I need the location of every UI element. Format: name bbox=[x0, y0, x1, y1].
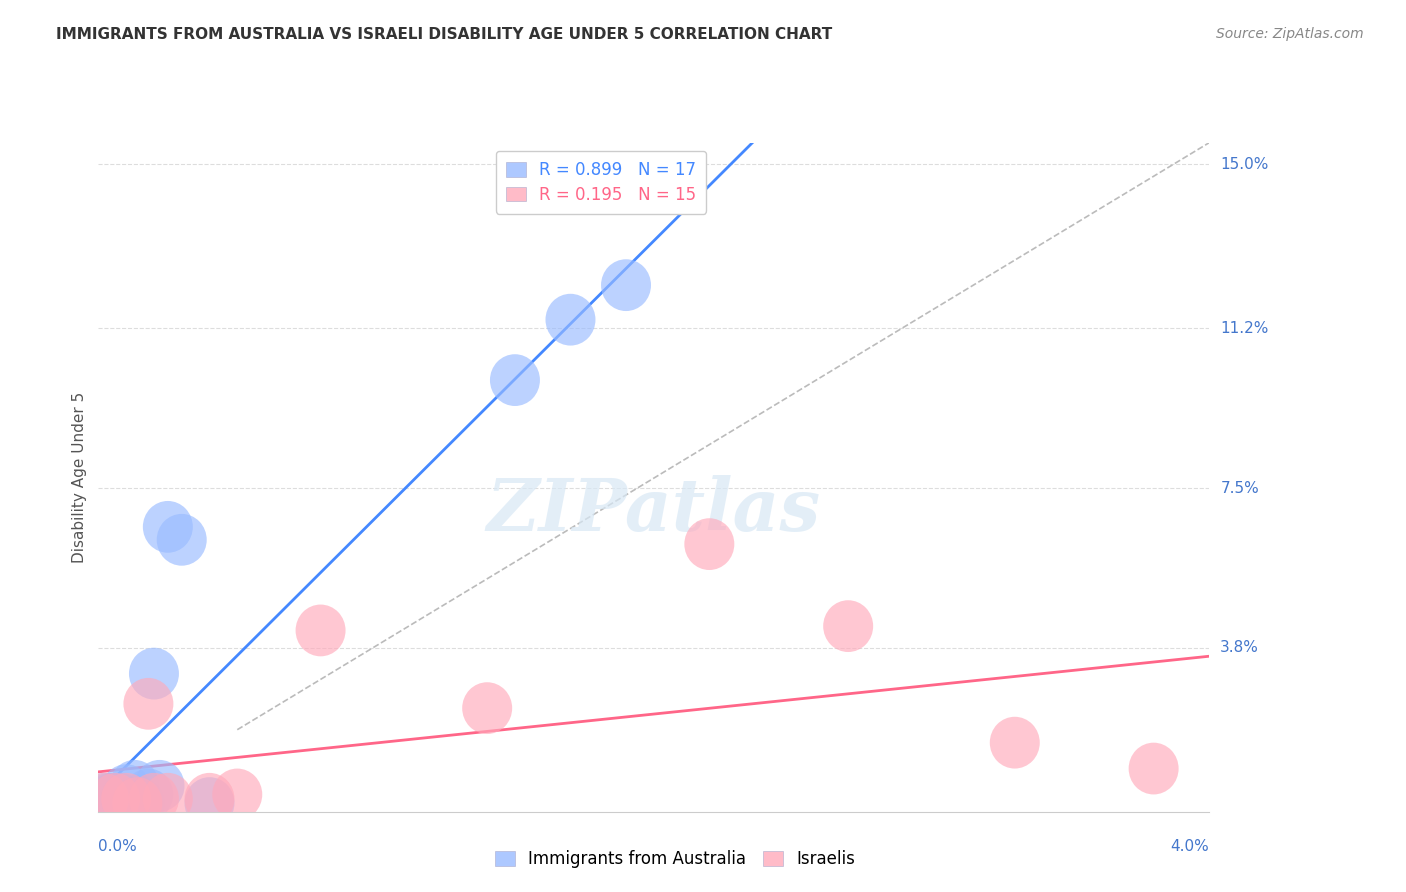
Ellipse shape bbox=[212, 769, 263, 821]
Y-axis label: Disability Age Under 5: Disability Age Under 5 bbox=[72, 392, 87, 563]
Legend: Immigrants from Australia, Israelis: Immigrants from Australia, Israelis bbox=[488, 844, 862, 875]
Ellipse shape bbox=[90, 772, 141, 825]
Ellipse shape bbox=[143, 501, 193, 553]
Ellipse shape bbox=[463, 682, 512, 734]
Ellipse shape bbox=[489, 354, 540, 406]
Ellipse shape bbox=[90, 772, 141, 825]
Text: IMMIGRANTS FROM AUSTRALIA VS ISRAELI DISABILITY AGE UNDER 5 CORRELATION CHART: IMMIGRANTS FROM AUSTRALIA VS ISRAELI DIS… bbox=[56, 27, 832, 42]
Ellipse shape bbox=[101, 764, 152, 816]
Ellipse shape bbox=[295, 605, 346, 657]
Ellipse shape bbox=[823, 600, 873, 652]
Ellipse shape bbox=[990, 717, 1040, 769]
Text: Source: ZipAtlas.com: Source: ZipAtlas.com bbox=[1216, 27, 1364, 41]
Ellipse shape bbox=[87, 772, 138, 825]
Ellipse shape bbox=[129, 772, 179, 825]
Ellipse shape bbox=[124, 678, 173, 730]
Ellipse shape bbox=[143, 772, 193, 825]
Text: 3.8%: 3.8% bbox=[1220, 640, 1260, 656]
Ellipse shape bbox=[156, 514, 207, 566]
Ellipse shape bbox=[184, 777, 235, 829]
Text: 7.5%: 7.5% bbox=[1220, 481, 1258, 496]
Ellipse shape bbox=[546, 293, 596, 345]
Ellipse shape bbox=[135, 760, 184, 812]
Ellipse shape bbox=[124, 769, 173, 821]
Text: 0.0%: 0.0% bbox=[98, 839, 138, 855]
Legend: R = 0.899   N = 17, R = 0.195   N = 15: R = 0.899 N = 17, R = 0.195 N = 15 bbox=[495, 151, 706, 214]
Ellipse shape bbox=[79, 772, 129, 825]
Text: ZIPatlas: ZIPatlas bbox=[486, 475, 821, 546]
Text: 11.2%: 11.2% bbox=[1220, 321, 1268, 335]
Ellipse shape bbox=[101, 772, 152, 825]
Text: 15.0%: 15.0% bbox=[1220, 157, 1268, 172]
Ellipse shape bbox=[115, 777, 165, 829]
Ellipse shape bbox=[112, 777, 162, 829]
Text: 4.0%: 4.0% bbox=[1170, 839, 1209, 855]
Ellipse shape bbox=[1129, 743, 1178, 795]
Ellipse shape bbox=[685, 518, 734, 570]
Ellipse shape bbox=[96, 772, 146, 825]
Ellipse shape bbox=[110, 760, 159, 812]
Ellipse shape bbox=[129, 648, 179, 699]
Ellipse shape bbox=[79, 772, 129, 825]
Ellipse shape bbox=[184, 772, 235, 825]
Ellipse shape bbox=[84, 772, 135, 825]
Ellipse shape bbox=[600, 260, 651, 311]
